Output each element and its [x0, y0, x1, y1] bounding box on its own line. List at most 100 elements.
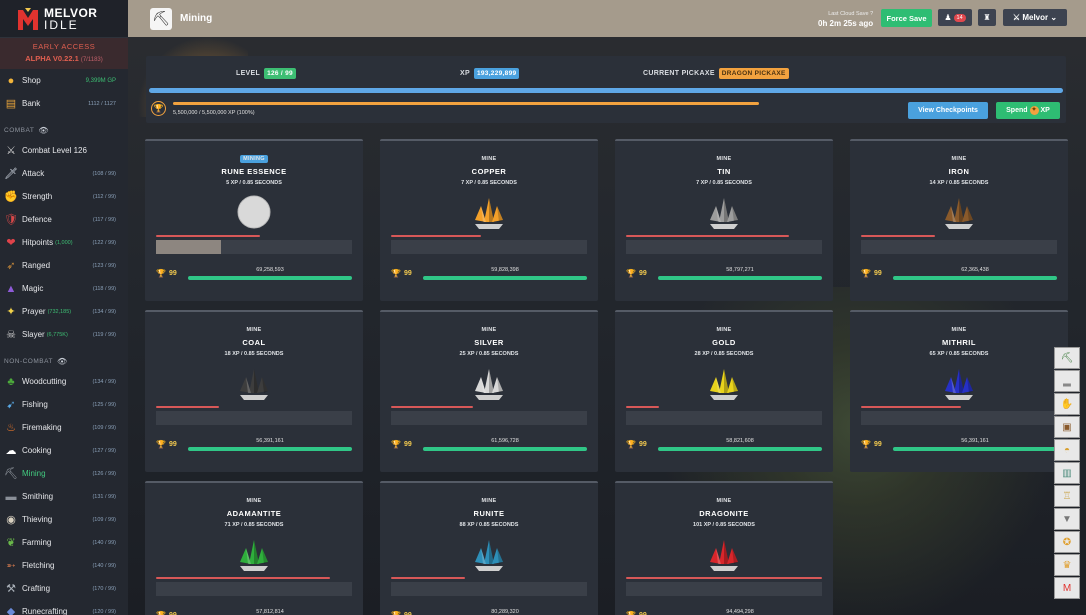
sidebar-item-extra: (1,000)	[55, 239, 73, 246]
ore-card-mithril[interactable]: MINE MITHRIL 65 XP / 0.85 SECONDS 🏆 99 56,391…	[850, 310, 1068, 472]
ore-card-rune-essence[interactable]: MINING RUNE ESSENCE 5 XP / 0.85 SECONDS 🏆 99…	[145, 139, 363, 301]
bank-icon: ▤	[5, 98, 17, 110]
notifications-button[interactable]: ♟ 14	[938, 9, 972, 26]
ore-action-label: MINE	[481, 156, 497, 162]
slayer-icon: ☠	[6, 329, 16, 341]
sidebar-item-bank[interactable]: ▤ Bank 1112 / 1127	[0, 92, 128, 115]
ore-icon	[706, 365, 742, 401]
pickaxe-info: CURRENT PICKAXE DRAGON PICKAXE	[643, 68, 789, 79]
sidebar-item-defence[interactable]: 🛡 Defence (117 / 99)	[0, 208, 128, 231]
armor-icon[interactable]: ▥	[1054, 462, 1080, 484]
trophy-icon: 🏆	[391, 440, 401, 449]
sidebar-item-slayer[interactable]: ☠ Slayer (6,775K) (119 / 99)	[0, 323, 128, 346]
sidebar-item-ranged[interactable]: ➶ Ranged (123 / 99)	[0, 254, 128, 277]
sidebar-item-smithing[interactable]: ▬ Smithing (131 / 99)	[0, 485, 128, 508]
version-banner: EARLY ACCESS ALPHA V0.22.1 (7/1183)	[0, 38, 128, 69]
sidebar-item-fletching[interactable]: ➵ Fletching (140 / 99)	[0, 554, 128, 577]
castle-button[interactable]: ♜	[978, 9, 996, 26]
sidebar-item-value: (112 / 99)	[92, 193, 116, 200]
ore-card-runite[interactable]: MINE RUNITE 88 XP / 0.85 SECONDS 🏆99 80,289,…	[380, 481, 598, 615]
ore-progress-bar	[156, 582, 352, 596]
sidebar-item-fishing[interactable]: ➹ Fishing (125 / 99)	[0, 393, 128, 416]
force-save-button[interactable]: Force Save	[881, 9, 932, 27]
sidebar-item-thieving[interactable]: ◉ Thieving (109 / 99)	[0, 508, 128, 531]
ore-hp-bar	[391, 577, 466, 579]
sidebar-item-farming[interactable]: ❦ Farming (140 / 99)	[0, 531, 128, 554]
ore-card-iron[interactable]: MINE IRON 14 XP / 0.85 SECONDS 🏆 99 62,365,43…	[850, 139, 1068, 301]
glove-icon[interactable]: ✋	[1054, 393, 1080, 415]
ore-card-coal[interactable]: MINE COAL 18 XP / 0.85 SECONDS 🏆 99 56,391,16…	[145, 310, 363, 472]
wolf-icon[interactable]: ▼	[1054, 508, 1080, 530]
ore-action-label: MINE	[716, 327, 732, 333]
ore-name: ADAMANTITE	[226, 509, 282, 518]
pickaxe-icon[interactable]: ⛏	[1054, 347, 1080, 369]
app-name-bottom: IDLE	[44, 17, 79, 32]
shield-icon: 🛡	[4, 214, 18, 226]
mastery-level: 🏆99	[626, 269, 647, 278]
eye-icon[interactable]: 👁	[56, 356, 68, 366]
mastery-progress-bar	[658, 447, 822, 451]
ore-card-copper[interactable]: MINE COPPER 7 XP / 0.85 SECONDS 🏆 99 59,828,3…	[380, 139, 598, 301]
sidebar-item-firemaking[interactable]: ♨ Firemaking (109 / 99)	[0, 416, 128, 439]
sidebar-item-label: Runecrafting	[22, 607, 68, 615]
trophy-icon: 🏆	[156, 269, 166, 278]
sidebar-item-value: (134 / 99)	[92, 378, 116, 385]
account-button[interactable]: ⚔ Melvor ⌄	[1003, 9, 1067, 26]
sidebar-item-shop[interactable]: ● Shop 9,399M GP	[0, 69, 128, 92]
sidebar-item-strength[interactable]: ✊ Strength (112 / 99)	[0, 185, 128, 208]
sidebar-item-value: (126 / 99)	[92, 470, 116, 477]
ore-card-silver[interactable]: MINE SILVER 25 XP / 0.85 SECONDS 🏆 99 61,596,…	[380, 310, 598, 472]
ore-card-adamantite[interactable]: MINE ADAMANTITE 71 XP / 0.85 SECONDS 🏆99 57,…	[145, 481, 363, 615]
sidebar-item-value: (120 / 99)	[92, 608, 116, 615]
sidebar-item-combat-level-126[interactable]: ⚔ Combat Level 126	[0, 139, 128, 162]
sidebar-item-label: Mining	[22, 469, 46, 478]
ore-icon	[706, 536, 742, 572]
trophy-icon: 🏆	[626, 269, 636, 278]
trophy-icon[interactable]: ♛	[1054, 554, 1080, 576]
combat-header: COMBAT 👁	[4, 125, 49, 135]
boots-icon[interactable]: ▂	[1054, 370, 1080, 392]
medal-icon[interactable]: ✪	[1054, 531, 1080, 553]
eye-icon[interactable]: 👁	[38, 125, 49, 135]
ore-progress-bar	[156, 411, 352, 425]
mastery-level: 🏆99	[156, 269, 177, 278]
sidebar-item-mining[interactable]: ⛏ Mining (126 / 99)	[0, 462, 128, 485]
mastery-xp: 69,258,593	[256, 267, 284, 273]
helmet-icon[interactable]: ◓	[1054, 439, 1080, 461]
sidebar-item-attack[interactable]: 🗡 Attack (108 / 99)	[0, 162, 128, 185]
sidebar-item-hitpoints[interactable]: ❤ Hitpoints (1,000) (122 / 99)	[0, 231, 128, 254]
sidebar-item-prayer[interactable]: ✦ Prayer (732,185) (134 / 99)	[0, 300, 128, 323]
ore-name: RUNE ESSENCE	[221, 167, 287, 176]
sidebar-item-runecrafting[interactable]: ◆ Runecrafting (120 / 99)	[0, 600, 128, 615]
build-label: (7/1183)	[80, 57, 103, 63]
ore-xp-rate: 71 XP / 0.85 SECONDS	[224, 522, 284, 528]
view-checkpoints-button[interactable]: View Checkpoints	[908, 102, 988, 119]
mastery-xp: 56,391,161	[256, 438, 284, 444]
mastery-xp: 58,797,271	[726, 267, 754, 273]
sidebar-item-label: Attack	[22, 169, 45, 178]
trophy-icon: 🏆	[626, 440, 636, 449]
logo[interactable]: MELVOR IDLE	[0, 0, 128, 38]
ore-card-tin[interactable]: MINE TIN 7 XP / 0.85 SECONDS 🏆 99 58,797,271	[615, 139, 833, 301]
spend-mastery-button[interactable]: Spend ✦ XP	[996, 102, 1060, 119]
mastery-progress-bar	[188, 447, 352, 451]
ore-card-gold[interactable]: MINE GOLD 28 XP / 0.85 SECONDS 🏆 99 58,821,60…	[615, 310, 833, 472]
sidebar-item-magic[interactable]: ▲ Magic (118 / 99)	[0, 277, 128, 300]
sidebar-item-crafting[interactable]: ⚒ Crafting (170 / 99)	[0, 577, 128, 600]
ore-card-dragonite[interactable]: MINE DRAGONITE 101 XP / 0.85 SECONDS 🏆99 94,…	[615, 481, 833, 615]
lantern-icon[interactable]: ♖	[1054, 485, 1080, 507]
sidebar-item-label: Woodcutting	[22, 377, 67, 386]
help-icon[interactable]: ?	[870, 11, 874, 17]
mastery-xp: 80,289,320	[491, 609, 519, 615]
pickaxe-icon: ⛏	[4, 468, 18, 480]
sidebar-item-value: (117 / 99)	[92, 216, 116, 223]
bag-icon[interactable]: ▣	[1054, 416, 1080, 438]
mastery-level: 🏆99	[626, 440, 647, 449]
melvor-logo-icon[interactable]: M	[1054, 577, 1080, 599]
sidebar-item-value: (140 / 99)	[92, 539, 116, 546]
ore-progress-bar	[391, 240, 587, 254]
sidebar-item-woodcutting[interactable]: ♣ Woodcutting (134 / 99)	[0, 370, 128, 393]
level-info: LEVEL 126 / 99	[236, 68, 296, 79]
mastery-progress-bar	[188, 276, 352, 280]
sidebar-item-cooking[interactable]: ☁ Cooking (127 / 99)	[0, 439, 128, 462]
